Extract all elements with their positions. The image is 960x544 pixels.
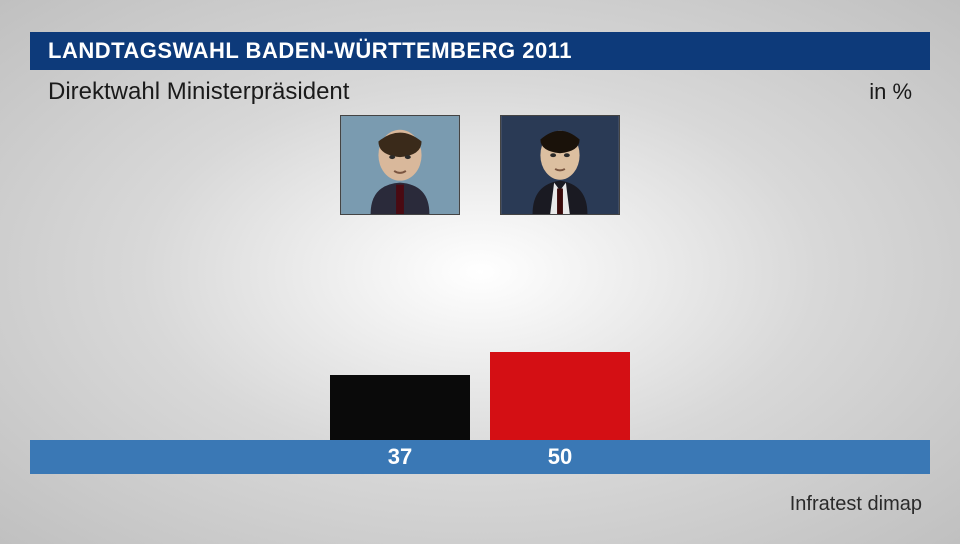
bar-schmid	[490, 352, 630, 442]
subtitle-row: Direktwahl Ministerpräsident in %	[30, 74, 930, 106]
header-band: LANDTAGSWAHL BADEN-WÜRTTEMBERG 2011	[30, 32, 930, 70]
chart-area: Mappus Schmid	[0, 115, 960, 474]
candidate-col-schmid: Schmid	[480, 115, 640, 474]
header-title: LANDTAGSWAHL BADEN-WÜRTTEMBERG 2011	[48, 38, 572, 64]
unit-label: in %	[869, 79, 912, 105]
subtitle-text: Direktwahl Ministerpräsident	[48, 78, 349, 106]
bar-mappus	[330, 375, 470, 442]
value-schmid: 50	[480, 444, 640, 470]
candidate-col-mappus: Mappus	[320, 115, 480, 474]
value-band: 37 50	[30, 440, 930, 474]
source-label: Infratest dimap	[790, 493, 922, 516]
portrait-mappus	[340, 115, 460, 215]
portrait-schmid	[500, 115, 620, 215]
person-silhouette-icon	[501, 116, 619, 214]
value-mappus: 37	[320, 444, 480, 470]
person-silhouette-icon	[341, 116, 459, 214]
